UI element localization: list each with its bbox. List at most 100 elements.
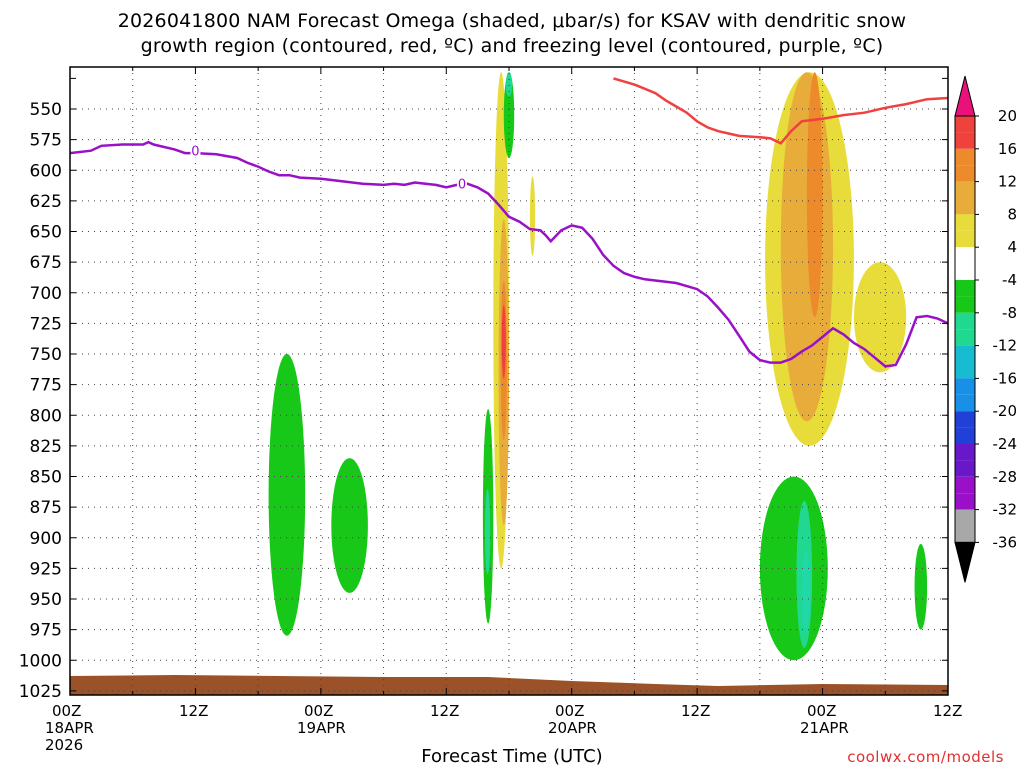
colorbar-swatch bbox=[955, 329, 975, 346]
colorbar-label: -12 bbox=[993, 337, 1018, 355]
colorbar-bottom-arrow bbox=[954, 541, 976, 583]
colorbar-top-arrow bbox=[954, 75, 976, 117]
colorbar-label: 4 bbox=[1007, 238, 1017, 256]
y-tick-label: 850 bbox=[30, 468, 62, 488]
chart-title-line-2: growth region (contoured, red, ºC) and f… bbox=[140, 35, 884, 57]
dendritic-growth-contour bbox=[613, 77, 948, 145]
colorbar-label: 20 bbox=[998, 107, 1017, 125]
colorbar-swatch bbox=[955, 116, 975, 133]
colorbar-label: -28 bbox=[993, 468, 1018, 486]
colorbar-swatch bbox=[955, 312, 975, 330]
omega-blob bbox=[780, 72, 834, 422]
colorbar-label: -32 bbox=[993, 501, 1018, 519]
chart-title-line-1: 2026041800 NAM Forecast Omega (shaded, μ… bbox=[117, 10, 907, 32]
dendritic-growth-contour-group bbox=[613, 77, 948, 145]
colorbar-label: -24 bbox=[993, 435, 1018, 453]
y-tick-label: 1025 bbox=[19, 682, 62, 702]
y-tick-label: 800 bbox=[30, 406, 62, 426]
contour-label: 0 bbox=[458, 178, 466, 193]
y-tick-label: 1000 bbox=[19, 651, 62, 671]
x-tick-label: 12Z bbox=[430, 702, 460, 720]
y-tick-label: 725 bbox=[30, 314, 62, 334]
y-tick-label: 975 bbox=[30, 621, 62, 641]
grid-lines bbox=[70, 67, 948, 695]
colorbar-swatch bbox=[955, 394, 975, 412]
colorbar-swatch bbox=[955, 132, 975, 149]
x-date-label: 20APR bbox=[548, 719, 597, 737]
colorbar-swatch bbox=[955, 230, 975, 248]
y-tick-label: 700 bbox=[30, 284, 62, 304]
omega-blobs bbox=[268, 72, 928, 661]
omega-blob bbox=[529, 176, 536, 256]
colorbar-label: 8 bbox=[1007, 205, 1017, 223]
colorbar-swatch bbox=[955, 345, 975, 362]
omega-blob bbox=[505, 72, 513, 97]
y-tick-label: 900 bbox=[30, 529, 62, 549]
omega-blob bbox=[268, 354, 306, 636]
colorbar-swatch bbox=[955, 263, 975, 280]
colorbar-swatch bbox=[955, 198, 975, 215]
y-tick-label: 925 bbox=[30, 559, 62, 579]
y-tick-label: 550 bbox=[30, 100, 62, 120]
omega-blob bbox=[853, 262, 907, 373]
y-tick-label: 625 bbox=[30, 192, 62, 212]
x-axis-title: Forecast Time (UTC) bbox=[421, 746, 603, 767]
colorbar-label: -20 bbox=[993, 402, 1018, 420]
y-tick-label: 600 bbox=[30, 161, 62, 181]
plot-frame bbox=[69, 66, 949, 696]
omega-blob bbox=[914, 543, 928, 630]
colorbar-swatch bbox=[955, 378, 975, 395]
colorbar-label: -16 bbox=[993, 369, 1018, 387]
freezing-level-contour bbox=[69, 140, 949, 368]
colorbar-swatch bbox=[955, 460, 975, 477]
colorbar-swatch bbox=[955, 509, 975, 526]
omega-blob bbox=[759, 476, 828, 661]
colorbar-swatch bbox=[955, 296, 975, 313]
omega-shading-layer bbox=[268, 72, 928, 661]
colorbar-label: 16 bbox=[998, 140, 1017, 158]
x-tick-label: 00Z bbox=[555, 702, 585, 720]
colorbar-label: -36 bbox=[993, 533, 1018, 551]
x-tick-label: 00Z bbox=[807, 702, 837, 720]
x-tick-label: 00Z bbox=[304, 702, 334, 720]
colorbar-label: 12 bbox=[998, 173, 1017, 191]
omega-blob bbox=[484, 488, 491, 575]
y-tick-label: 575 bbox=[30, 131, 62, 151]
colorbar-swatch bbox=[955, 444, 975, 461]
colorbar: 20 16 12 8 4 -4 -8 -12 -16 -20 -24 -28 -32 -36 bbox=[954, 75, 1018, 583]
x-tick-label: 00Z bbox=[52, 702, 82, 720]
y-tick-label: 675 bbox=[30, 253, 62, 273]
omega-blob bbox=[806, 72, 823, 318]
y-tick-label: 650 bbox=[30, 223, 62, 243]
colorbar-swatch bbox=[955, 148, 975, 166]
colorbar-swatch bbox=[955, 247, 975, 264]
x-tick-label: 12Z bbox=[933, 702, 963, 720]
y-tick-label: 950 bbox=[30, 590, 62, 610]
contour-label: 0 bbox=[191, 145, 199, 160]
colorbar-swatch bbox=[955, 165, 975, 182]
y-tick-label: 750 bbox=[30, 345, 62, 365]
y-axis: 550 575 600 625 650 675 700 725 750 775 800 825 850 8… bbox=[19, 100, 62, 702]
y-tick-label: 775 bbox=[30, 376, 62, 396]
y-tick-label: 825 bbox=[30, 437, 62, 457]
omega-blob bbox=[501, 305, 506, 379]
colorbar-swatch bbox=[955, 362, 975, 379]
watermark: coolwx.com/models bbox=[847, 748, 1004, 766]
colorbar-swatch bbox=[955, 526, 975, 543]
omega-blob bbox=[331, 458, 368, 593]
colorbar-swatch bbox=[955, 493, 975, 510]
x-date-label: 19APR bbox=[297, 719, 346, 737]
colorbar-label: -8 bbox=[1002, 304, 1017, 322]
x-date-label: 18APR bbox=[45, 719, 94, 737]
x-year-label: 2026 bbox=[45, 736, 84, 754]
colorbar-swatch bbox=[955, 214, 975, 231]
colorbar-swatch bbox=[955, 476, 975, 494]
x-tick-label: 12Z bbox=[681, 702, 711, 720]
colorbar-swatch bbox=[955, 181, 975, 198]
contour-lines: 00 bbox=[69, 77, 949, 368]
contour-label-bg bbox=[190, 142, 201, 158]
x-tick-label: 12Z bbox=[179, 702, 209, 720]
colorbar-swatch bbox=[955, 411, 975, 428]
x-date-label: 21APR bbox=[800, 719, 849, 737]
